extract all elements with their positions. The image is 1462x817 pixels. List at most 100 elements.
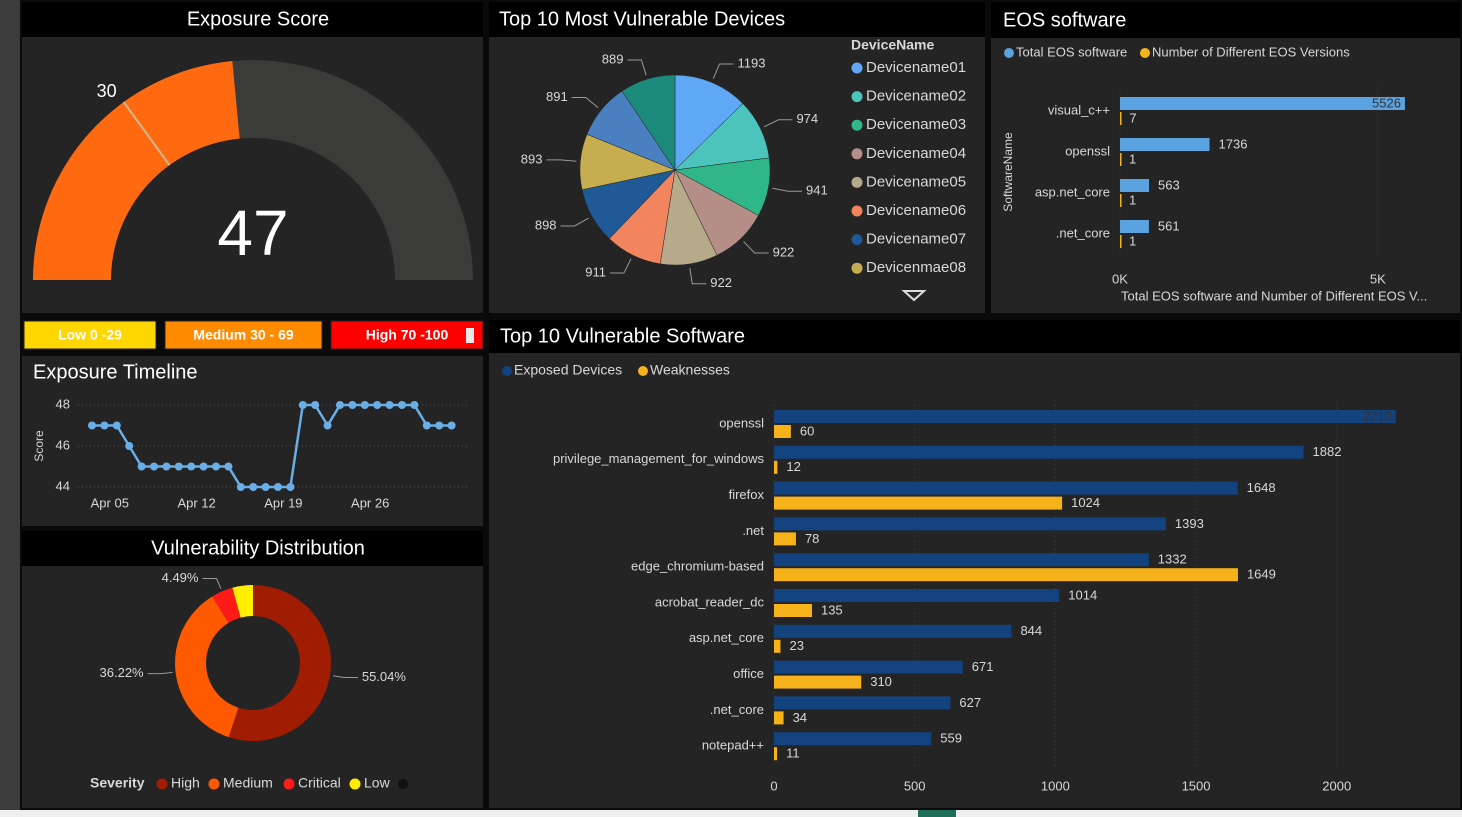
legend-label: Devicename04 [866,145,966,162]
bar [1120,235,1122,248]
leader-line [763,119,793,128]
legend-label: Devicename07 [866,231,966,248]
legend-dot [851,234,863,246]
severity-band-label: Low 0 -29 [58,327,122,343]
legend-label: Critical [298,775,341,791]
leader-line [627,59,647,76]
line-point [199,462,208,471]
x-tick-label: Apr 05 [91,495,129,510]
leader-line [546,159,577,162]
category-label: asp.net_core [1035,184,1110,199]
pie-value-label: 891 [546,89,568,104]
panel-header [489,320,1460,353]
leader-line [743,241,769,254]
line-point [373,401,382,409]
legend-dot [851,205,863,217]
legend-label: Devicename02 [866,88,966,105]
panel-header [22,2,483,37]
bar [1120,194,1122,207]
line-point [323,421,332,430]
legend-scroll-arrow[interactable] [901,290,927,302]
bar [1120,112,1122,125]
bar-value-label: 563 [1158,177,1180,192]
category-label: privilege_management_for_windows [553,451,765,466]
line-point [274,483,282,491]
line-point [150,462,158,471]
pie-slice [674,74,744,171]
bar-value-label: 1393 [1175,516,1204,531]
bar-value-label: 1 [1129,151,1136,166]
severity-band [330,320,484,350]
pie-value-label: 922 [773,244,795,259]
x-axis-label: Total EOS software and Number of Differe… [1121,288,1427,303]
bar-value-label: 11 [786,746,800,761]
panel [22,531,483,808]
panel-title: Exposure Timeline [33,361,198,383]
severity-band [164,320,323,350]
leader-line [712,63,734,79]
category-label: asp.net_core [689,630,764,645]
legend-dot [1004,48,1014,58]
gauge-value [33,60,240,281]
panel-title: EOS software [1003,9,1126,31]
category-label: .net_core [1056,225,1110,240]
bar-value-label: 1648 [1247,480,1276,495]
line-point [435,421,444,430]
line-point [137,462,146,471]
bar [1120,97,1405,110]
pie-slice [621,74,676,171]
legend-dot [851,62,863,74]
bar [774,711,784,725]
line-point [261,483,270,491]
y-tick-label: 48 [56,396,70,411]
x-tick-label: 5K [1370,271,1386,286]
legend-title: DeviceName [851,37,934,53]
bar-value-label: 1649 [1247,567,1276,582]
panel-header [22,531,483,566]
bar [774,460,778,474]
bar [774,481,1238,495]
x-tick-label: 0K [1112,271,1128,286]
bar-value-label: 310 [870,674,892,689]
x-tick-label: 0 [770,778,777,793]
line-point [298,401,307,409]
bar-value-label: 135 [821,602,843,617]
legend-dot [349,778,361,790]
donut-slice [175,596,239,738]
line-point [187,462,196,471]
gauge-value-label: 47 [217,197,288,269]
bar-value-label: 7 [1129,110,1136,125]
donut-slice [228,585,332,741]
category-label: acrobat_reader_dc [655,594,765,609]
legend-dot [851,148,863,160]
legend-label: Devicename05 [866,173,966,190]
pie-value-label: 893 [521,151,543,166]
bar [774,624,1012,638]
panel-title: Top 10 Most Vulnerable Devices [499,8,785,30]
category-label: notepad++ [702,738,764,753]
bar [774,553,1149,567]
panel [991,2,1460,313]
pie-value-label: 974 [796,111,818,126]
bar-value-label: 1 [1129,192,1136,207]
bar [774,639,781,653]
panel-header [489,2,985,37]
legend-label: Devicename01 [866,59,966,76]
bar-value-label: 1 [1129,233,1136,248]
panel-title: Exposure Score [187,8,329,30]
bar [774,660,963,674]
gauge-target [122,101,171,166]
gauge-target-label: 30 [97,81,117,101]
leader-line [571,97,599,108]
category-label: firefox [729,487,765,502]
legend-label: Devicenmae08 [866,259,966,276]
legend-label: Number of Different EOS Versions [1152,44,1350,59]
category-label: visual_c++ [1048,102,1110,117]
donut-slice [212,587,241,623]
scroll-handle [466,328,474,343]
line-point [385,401,394,409]
leader-line [332,675,358,679]
y-axis-label: Score [32,430,46,462]
legend-label: Exposed Devices [514,362,622,378]
